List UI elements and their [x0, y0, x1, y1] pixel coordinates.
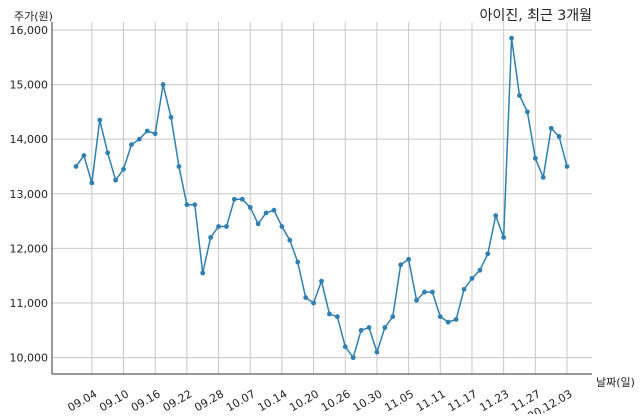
data-point	[121, 166, 126, 172]
data-point	[398, 262, 404, 268]
data-point	[350, 355, 356, 361]
price-series	[73, 35, 570, 361]
data-point	[303, 295, 309, 300]
data-point	[231, 196, 237, 202]
data-point	[406, 256, 412, 262]
data-point	[461, 286, 467, 292]
data-point	[564, 164, 570, 169]
data-point	[540, 175, 546, 180]
y-tick-label: 11,000	[10, 297, 49, 310]
data-point	[239, 196, 245, 202]
data-point	[160, 82, 166, 87]
x-tick-label: 09.16	[129, 387, 163, 414]
data-point	[548, 125, 554, 131]
data-point	[517, 93, 522, 98]
data-point	[200, 270, 206, 276]
data-point	[271, 207, 277, 213]
data-point	[493, 213, 499, 219]
x-tick-label: 11.11	[414, 387, 448, 414]
data-point	[81, 153, 87, 158]
y-tick-label: 13,000	[10, 188, 49, 201]
data-point	[556, 134, 562, 139]
y-tick-label: 15,000	[10, 79, 49, 92]
data-point	[334, 314, 340, 320]
data-point	[445, 319, 451, 325]
data-point	[144, 128, 150, 134]
data-point	[113, 177, 118, 183]
data-point	[532, 155, 538, 161]
data-point	[105, 150, 111, 156]
data-point	[327, 311, 332, 317]
data-point	[176, 164, 182, 169]
data-point	[414, 297, 419, 303]
data-point	[279, 224, 285, 229]
data-point	[168, 114, 174, 120]
data-point	[184, 202, 190, 208]
data-point	[437, 314, 443, 320]
x-tick-label: 09.22	[161, 387, 195, 414]
x-tick-label: 10.07	[224, 387, 258, 414]
data-point	[255, 221, 261, 227]
data-point	[97, 117, 103, 123]
x-tick-label: 09.28	[192, 387, 226, 414]
y-tick-label: 10,000	[10, 352, 49, 365]
x-tick-label: 10.30	[351, 387, 385, 414]
data-point	[469, 276, 475, 281]
data-point	[485, 251, 491, 257]
data-point	[129, 142, 134, 148]
data-point	[136, 136, 142, 142]
data-point	[208, 235, 214, 240]
x-tick-label: 09.10	[97, 387, 131, 414]
data-point	[509, 35, 514, 41]
data-point	[319, 278, 324, 284]
y-tick-label: 14,000	[10, 133, 49, 146]
data-point	[453, 316, 459, 322]
data-point	[374, 349, 380, 355]
data-point	[422, 289, 427, 295]
data-point	[477, 267, 483, 273]
data-point	[525, 109, 530, 115]
chart-title: 아이진, 최근 3개월	[480, 8, 592, 24]
y-axis-label: 주가(원)	[14, 10, 53, 23]
data-point	[295, 259, 301, 265]
data-point	[429, 289, 435, 295]
series-line	[75, 38, 568, 360]
data-point	[224, 224, 229, 229]
data-point	[358, 327, 364, 333]
x-tick-label: 09.04	[66, 387, 100, 414]
data-point	[89, 180, 95, 186]
data-point	[73, 164, 79, 169]
x-axis-label: 날짜(일)	[596, 375, 635, 389]
x-tick-label: 11.23	[477, 387, 511, 414]
x-tick-label: 11.05	[382, 387, 416, 414]
data-point	[247, 205, 253, 210]
x-tick-label: 10.26	[319, 387, 353, 414]
y-tick-label: 16,000	[10, 24, 49, 37]
data-point	[152, 131, 158, 137]
data-point	[216, 224, 221, 229]
data-point	[342, 344, 348, 350]
data-point	[366, 325, 372, 330]
data-point	[287, 237, 293, 243]
data-point	[263, 210, 269, 216]
y-tick-label: 12,000	[10, 242, 49, 255]
data-point	[382, 325, 388, 330]
data-point	[390, 314, 396, 320]
data-point	[192, 202, 198, 208]
data-point	[501, 235, 507, 240]
x-tick-label: 10.20	[287, 387, 321, 414]
data-point	[311, 300, 316, 306]
x-tick-label: 10.14	[256, 387, 290, 414]
grid	[52, 22, 592, 374]
x-tick-label: 11.17	[446, 387, 480, 414]
